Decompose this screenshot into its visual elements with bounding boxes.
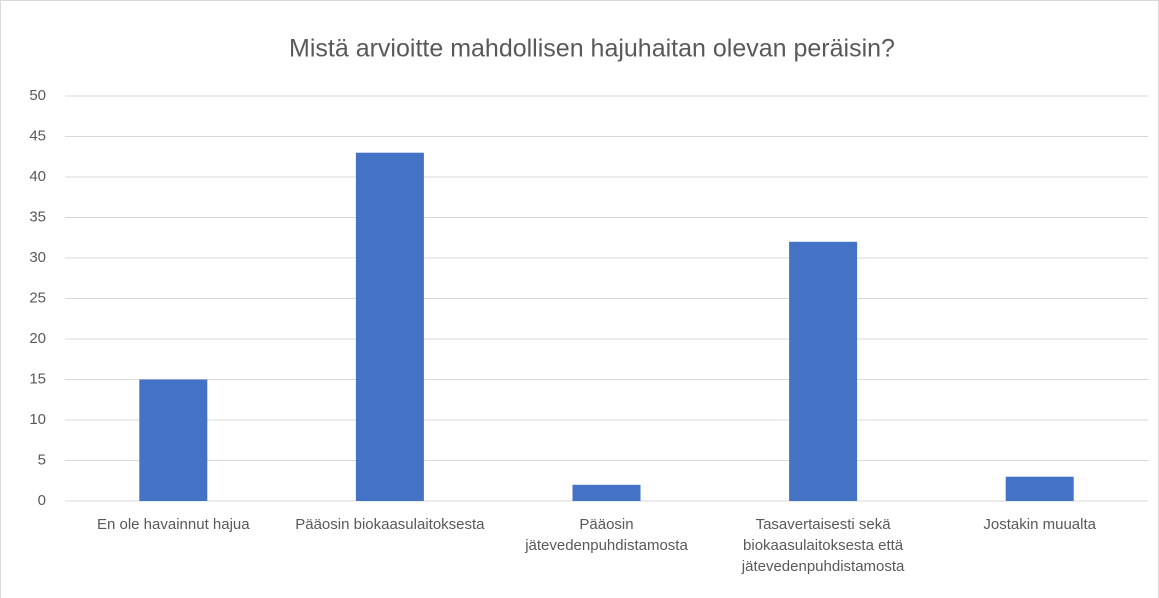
y-tick-label: 50 — [29, 87, 46, 104]
bar — [1005, 476, 1074, 501]
bar — [572, 484, 641, 501]
y-tick-label: 35 — [29, 208, 46, 225]
x-tick-label: Tasavertaisesti sekä biokaasulaitoksesta… — [741, 516, 905, 575]
y-tick-label: 20 — [29, 330, 46, 347]
y-tick-label: 30 — [29, 249, 46, 266]
chart-title: Mistä arvioitte mahdollisen hajuhaitan o… — [289, 35, 895, 63]
y-tick-label: 45 — [29, 127, 46, 144]
bar — [355, 152, 424, 501]
x-tick-label: Pääosin biokaasulaitoksesta — [295, 516, 485, 533]
x-tick-label: Pääosin jätevedenpuhdistamosta — [525, 516, 688, 554]
y-tick-label: 10 — [29, 411, 46, 428]
y-tick-label: 15 — [29, 370, 46, 387]
y-tick-label: 0 — [38, 492, 46, 509]
y-tick-label: 40 — [29, 168, 46, 185]
x-tick-label: En ole havainnut hajua — [96, 516, 250, 533]
bar — [789, 241, 858, 502]
bar — [139, 379, 208, 501]
x-tick-label: Jostakin muualta — [983, 516, 1096, 533]
y-tick-label: 5 — [38, 451, 46, 468]
y-tick-label: 25 — [29, 289, 46, 306]
